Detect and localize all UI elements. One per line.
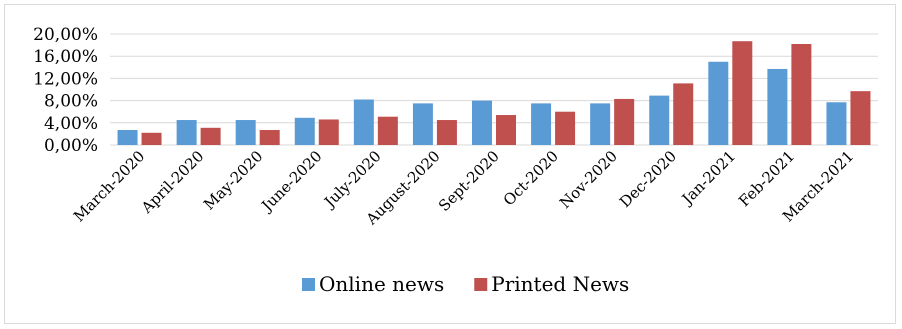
- bar-online-news: [708, 61, 729, 145]
- bar-printed-news: [436, 120, 457, 145]
- y-axis-ticks: 0,00%4,00%8,00% 12,00%16,00%20,00%: [33, 25, 98, 156]
- bar-online-news: [531, 103, 552, 145]
- x-tick-label: Oct-2020: [500, 147, 562, 209]
- x-tick-label: Dec-2020: [616, 147, 680, 211]
- bar-online-news: [353, 99, 374, 145]
- y-tick-label: 0,00%: [44, 136, 98, 156]
- x-axis-ticks: March-2020April-2020May-2020June-2020Jul…: [70, 147, 857, 229]
- x-tick-label: Jan-2021: [677, 147, 739, 209]
- legend-label: Online news: [319, 272, 444, 296]
- bar-online-news: [649, 95, 670, 145]
- bar-online-news: [412, 103, 433, 145]
- legend-swatch: [302, 278, 315, 291]
- bar-printed-news: [555, 111, 576, 145]
- bar-online-news: [235, 120, 256, 145]
- gridlines: [110, 33, 878, 146]
- bar-printed-news: [673, 83, 694, 145]
- y-tick-label: 16,00%: [33, 47, 98, 67]
- y-tick-label: 12,00%: [33, 69, 98, 89]
- bar-online-news: [294, 117, 315, 145]
- x-tick-label: April-2020: [137, 147, 207, 217]
- bar-online-news: [767, 68, 788, 145]
- bars: [117, 41, 871, 146]
- bar-printed-news: [732, 41, 753, 146]
- x-tick-label: Nov-2020: [556, 147, 621, 212]
- bar-online-news: [826, 102, 847, 145]
- bar-printed-news: [318, 119, 339, 145]
- x-tick-label: March-2020: [70, 147, 148, 225]
- bar-online-news: [176, 120, 197, 145]
- y-tick-label: 4,00%: [44, 114, 98, 134]
- bar-online-news: [117, 130, 138, 145]
- bar-printed-news: [791, 43, 812, 145]
- bar-printed-news: [141, 132, 162, 145]
- x-tick-label: May-2020: [200, 147, 266, 213]
- legend-swatch: [474, 278, 488, 291]
- x-tick-label: Feb-2021: [735, 147, 798, 210]
- bar-printed-news: [614, 98, 635, 145]
- bar-printed-news: [259, 130, 280, 145]
- legend-label: Printed News: [491, 272, 629, 296]
- bar-online-news: [590, 103, 611, 145]
- bar-online-news: [472, 100, 492, 145]
- x-tick-label: June-2020: [257, 147, 326, 216]
- bar-printed-news: [850, 91, 871, 145]
- bar-printed-news: [496, 115, 516, 145]
- y-tick-label: 20,00%: [33, 25, 98, 45]
- bar-printed-news: [200, 127, 221, 145]
- y-tick-label: 8,00%: [44, 92, 98, 112]
- legend: Online news Printed News: [302, 272, 629, 296]
- x-tick-label: Sept-2020: [435, 147, 503, 215]
- bar-printed-news: [377, 116, 398, 145]
